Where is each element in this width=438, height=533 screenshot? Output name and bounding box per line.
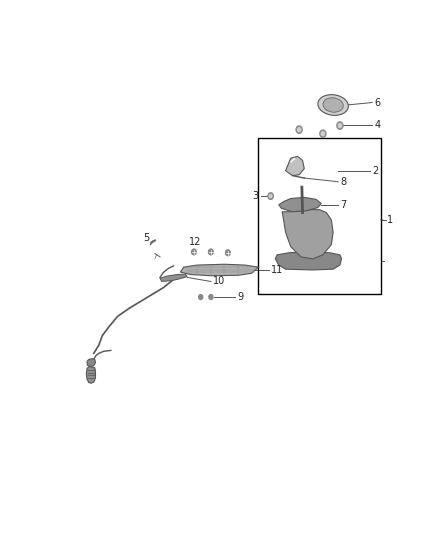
Text: 11: 11: [271, 265, 283, 276]
Text: 1: 1: [387, 215, 393, 225]
Circle shape: [321, 132, 325, 136]
Circle shape: [209, 295, 213, 300]
Circle shape: [296, 126, 302, 133]
Circle shape: [269, 195, 272, 198]
Text: 2: 2: [372, 166, 378, 176]
Text: 4: 4: [374, 120, 381, 130]
Text: 12: 12: [189, 238, 202, 247]
Circle shape: [338, 124, 342, 127]
Circle shape: [320, 130, 326, 138]
Polygon shape: [286, 156, 304, 175]
Circle shape: [297, 127, 301, 132]
Circle shape: [268, 193, 273, 199]
Text: 3: 3: [252, 191, 258, 201]
Text: 5: 5: [143, 233, 149, 244]
Circle shape: [199, 295, 203, 300]
Polygon shape: [86, 367, 95, 383]
Polygon shape: [160, 274, 187, 281]
Circle shape: [208, 249, 213, 255]
Polygon shape: [282, 209, 333, 259]
Text: 7: 7: [341, 200, 347, 209]
Bar: [258, 138, 381, 294]
Ellipse shape: [318, 95, 348, 115]
Polygon shape: [87, 359, 95, 367]
Text: 9: 9: [237, 292, 243, 302]
Circle shape: [226, 250, 230, 256]
Polygon shape: [180, 264, 258, 276]
Circle shape: [191, 249, 196, 255]
Text: 10: 10: [213, 277, 226, 286]
Polygon shape: [276, 252, 342, 270]
Circle shape: [337, 122, 343, 129]
Text: 8: 8: [341, 177, 347, 187]
Text: 6: 6: [374, 98, 381, 108]
Ellipse shape: [323, 98, 343, 112]
Polygon shape: [279, 197, 321, 212]
